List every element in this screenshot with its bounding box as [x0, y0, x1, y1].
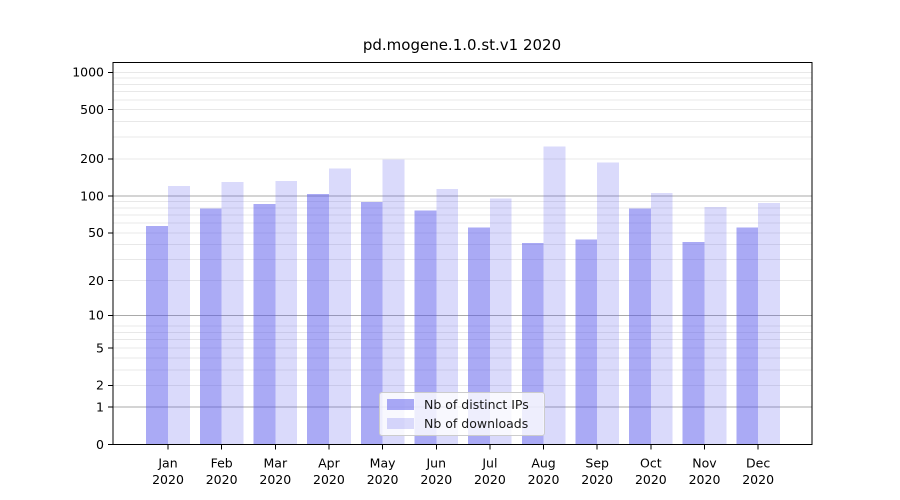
- bar-distinct-ips-apr: [307, 193, 329, 445]
- bar-distinct-ips-mar: [253, 204, 276, 445]
- x-tick-label-year: 2020: [528, 472, 560, 487]
- bar-downloads-jan: [168, 186, 190, 445]
- x-tick-label-month: Mar: [264, 456, 288, 471]
- x-tick-label-year: 2020: [206, 472, 238, 487]
- y-tick-label: 5: [96, 340, 104, 355]
- x-tick-label-year: 2020: [367, 472, 399, 487]
- y-tick-label: 1: [96, 399, 104, 414]
- y-tick-label: 20: [88, 273, 104, 288]
- bar-distinct-ips-jun: [414, 210, 437, 445]
- bar-downloads-oct: [650, 192, 673, 445]
- legend: Nb of distinct IPs Nb of downloads: [379, 392, 545, 436]
- x-tick-label-month: May: [370, 456, 396, 471]
- y-tick-label: 500: [80, 102, 104, 117]
- bar-downloads-apr: [328, 168, 351, 445]
- y-tick-label: 200: [80, 151, 104, 166]
- x-tick-label-year: 2020: [742, 472, 774, 487]
- x-tick-label-month: Feb: [211, 456, 233, 471]
- legend-swatch-downloads: [387, 417, 414, 429]
- x-tick-label-year: 2020: [581, 472, 613, 487]
- x-tick-label-month: Nov: [692, 456, 717, 471]
- bar-downloads-dec: [758, 202, 780, 445]
- x-tick-label-year: 2020: [152, 472, 184, 487]
- x-tick-label-month: Sep: [585, 456, 609, 471]
- legend-label-distinct-ips: Nb of distinct IPs: [424, 397, 529, 413]
- x-tick-label-month: Oct: [640, 456, 662, 471]
- y-tick-label: 10: [88, 308, 104, 323]
- x-tick-label-month: Jun: [425, 456, 446, 471]
- y-tick-label: 2: [96, 378, 104, 393]
- legend-swatch-distinct-ips: [387, 399, 414, 411]
- x-tick-label-year: 2020: [420, 472, 452, 487]
- x-tick-label-month: Jan: [157, 456, 177, 471]
- x-tick-label-month: Aug: [531, 456, 555, 471]
- legend-item-distinct-ips: Nb of distinct IPs: [387, 396, 536, 413]
- bar-downloads-jun: [436, 188, 459, 445]
- bar-distinct-ips-nov: [682, 241, 705, 445]
- bar-downloads-sep: [597, 162, 619, 445]
- x-tick-label-month: Jul: [481, 456, 497, 471]
- bar-downloads-aug: [543, 146, 566, 445]
- bar-downloads-nov: [704, 207, 727, 445]
- bar-distinct-ips-jul: [468, 227, 490, 445]
- bar-distinct-ips-may: [360, 202, 383, 445]
- plot-border: [112, 62, 813, 445]
- x-tick-label-year: 2020: [689, 472, 721, 487]
- y-tick-label: 0: [96, 437, 104, 452]
- x-tick-label-year: 2020: [313, 472, 345, 487]
- legend-item-downloads: Nb of downloads: [387, 415, 536, 432]
- bar-downloads-may: [382, 159, 405, 445]
- bar-distinct-ips-jan: [146, 225, 168, 445]
- bar-distinct-ips-dec: [736, 227, 759, 445]
- y-tick-label: 100: [80, 188, 104, 203]
- legend-label-downloads: Nb of downloads: [424, 415, 529, 431]
- x-tick-label-year: 2020: [474, 472, 506, 487]
- bar-downloads-jul: [489, 198, 512, 445]
- y-tick-label: 1000: [72, 65, 104, 80]
- x-tick-label-year: 2020: [635, 472, 667, 487]
- bar-distinct-ips-sep: [575, 239, 598, 445]
- bar-distinct-ips-feb: [199, 208, 222, 445]
- bar-downloads-feb: [221, 181, 244, 445]
- bar-downloads-mar: [275, 181, 298, 445]
- x-tick-label-month: Dec: [746, 456, 770, 471]
- x-tick-label-month: Apr: [318, 456, 340, 471]
- chart-title: pd.mogene.1.0.st.v1 2020: [362, 36, 562, 54]
- x-tick-label-year: 2020: [259, 472, 291, 487]
- y-tick-label: 50: [88, 225, 104, 240]
- bar-distinct-ips-oct: [629, 208, 651, 445]
